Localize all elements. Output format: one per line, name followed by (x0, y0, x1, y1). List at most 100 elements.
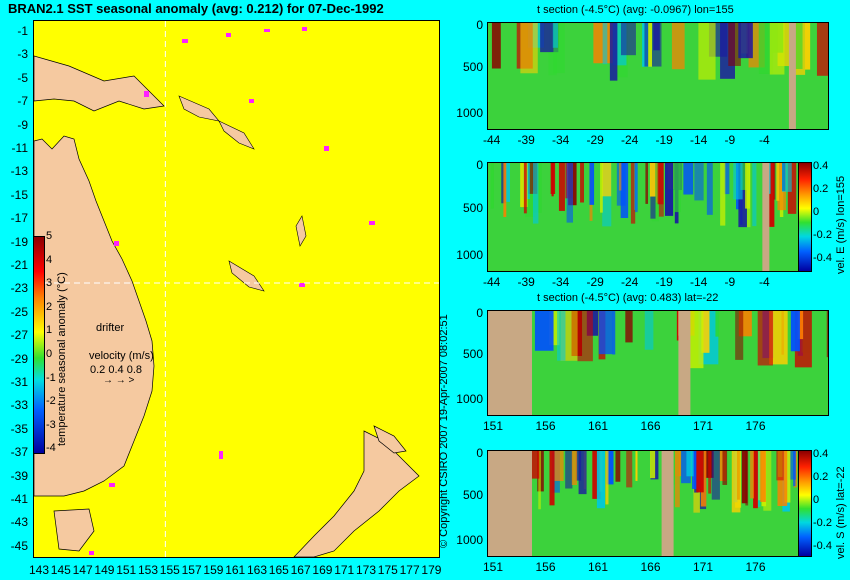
section-panel[interactable] (487, 22, 829, 130)
section-x-tick: -29 (586, 275, 604, 289)
section-stripe (753, 451, 758, 509)
section-stripe (620, 23, 636, 56)
colorbar-tick: 5 (46, 230, 53, 242)
section-x-tick: -4 (759, 133, 770, 147)
section-heatmap (488, 451, 798, 556)
section-stripe (592, 451, 601, 499)
section-land (788, 23, 796, 129)
map-lat-tick: -15 (10, 187, 28, 202)
colorbar-tick: 4 (46, 253, 53, 266)
section-stripe (681, 451, 691, 484)
section-stripe (776, 163, 780, 201)
map-lat-tick: -43 (10, 515, 28, 530)
section-stripe (598, 311, 613, 355)
section-x-tick: -29 (586, 133, 604, 147)
section-panel[interactable] (487, 310, 829, 416)
section-x-tick: 151 (483, 419, 504, 433)
section-panel[interactable] (487, 162, 799, 272)
section-stripe (728, 23, 741, 66)
map-lon-tick: 157 (181, 563, 202, 577)
section-stripe (769, 23, 785, 75)
section-stripe (589, 163, 595, 205)
map-lat-tick: -1 (17, 24, 28, 38)
velocity-colorbar-tick: 0.4 (813, 160, 829, 172)
section-stripe (671, 23, 685, 70)
velocity-colorbar (798, 162, 812, 272)
section-stripe (644, 311, 654, 350)
section-stripe (520, 23, 538, 74)
sst-anomaly-map[interactable] (33, 20, 440, 558)
section-stripe (760, 451, 766, 502)
section-stripe (575, 451, 582, 481)
map-lon-tick: 151 (116, 563, 137, 577)
map-lon-tick: 165 (268, 563, 289, 577)
section-x-tick: -9 (724, 275, 736, 289)
section-stripe (752, 163, 757, 227)
section-stripe (557, 311, 566, 361)
section-stripe (649, 163, 656, 197)
section-y-tick: 500 (462, 347, 483, 361)
map-lon-tick: 173 (356, 563, 377, 577)
section-stripe (750, 451, 755, 499)
new-zealand-land (293, 430, 420, 557)
map-lat-tick: -27 (10, 328, 28, 343)
section-stripe (534, 311, 554, 351)
map-lat-tick: -9 (17, 117, 28, 132)
section-stripe (626, 451, 633, 488)
section-stripe (738, 163, 747, 228)
colorbar-tick: -2 (46, 395, 56, 408)
section-x-tick: 151 (483, 560, 504, 574)
section-stripe (549, 311, 560, 346)
section-stripe (578, 451, 587, 495)
map-lon-tick: 143 (29, 563, 50, 577)
section-stripe (758, 23, 774, 74)
section-y-tick: 0 (476, 306, 483, 320)
map-lon-tick: 147 (72, 563, 93, 577)
section-title: t section (-4.5°C) (avg: 0.483) lat=-22 (537, 292, 719, 304)
velocity-colorbar-tick: 0.2 (813, 183, 829, 195)
section-x-tick: -39 (517, 275, 535, 289)
map-lat-tick: -13 (10, 164, 28, 179)
section-stripe (505, 163, 510, 202)
section-stripe (577, 311, 593, 362)
section-stripe (733, 163, 743, 200)
map-lat-tick: -3 (17, 47, 28, 62)
section-stripe (615, 451, 621, 482)
section-x-tick: 156 (535, 419, 556, 433)
section-stripe (793, 23, 803, 69)
section-x-tick: 166 (640, 419, 661, 433)
main-title: BRAN2.1 SST seasonal anomaly (avg: 0.212… (8, 1, 384, 16)
section-stripe (797, 311, 804, 340)
section-x-tick: -19 (655, 275, 673, 289)
section-stripe (745, 163, 751, 209)
section-stripe (711, 451, 720, 500)
section-stripe (788, 451, 796, 480)
section-stripe (602, 23, 608, 65)
section-stripe (735, 311, 744, 360)
map-lon-tick: 163 (247, 563, 268, 577)
section-stripe (551, 163, 554, 197)
section-y-tick: 500 (462, 487, 483, 502)
section-stripe (701, 311, 710, 353)
section-stripe (657, 163, 664, 205)
colorbar-label: temperature seasonal anomaly (°C) (56, 272, 68, 446)
section-stripe (784, 451, 791, 503)
section-x-tick: -4 (759, 275, 770, 289)
section-stripe (715, 311, 720, 337)
map-lat-tick: -31 (10, 375, 28, 389)
section-stripe (490, 163, 494, 209)
section-y-tick: 0 (476, 158, 483, 172)
section-stripe (782, 163, 792, 192)
section-stripe (790, 311, 800, 352)
section-x-tick: -9 (724, 133, 736, 147)
section-stripe (619, 163, 622, 191)
section-x-tick: -19 (655, 133, 673, 147)
velocity-colorbar-tick: 0 (813, 494, 820, 506)
section-heatmap (488, 23, 828, 129)
section-stripe (740, 163, 749, 190)
section-stripe (670, 451, 679, 485)
section-panel[interactable] (487, 450, 799, 557)
section-heatmap (488, 163, 798, 271)
map-lat-tick: -37 (10, 445, 28, 460)
map-lat-tick: -45 (10, 538, 28, 553)
